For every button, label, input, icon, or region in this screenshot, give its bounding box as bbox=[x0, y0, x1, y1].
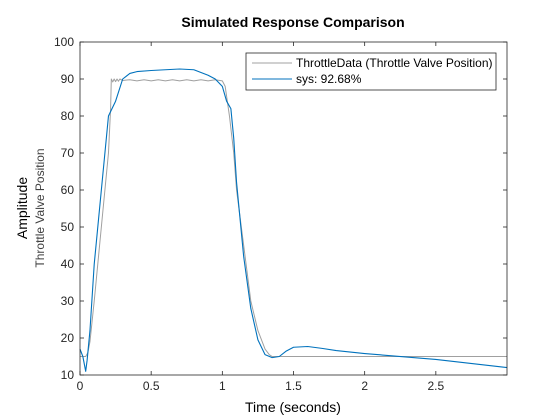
x-tick-label: 0.5 bbox=[143, 379, 160, 393]
legend: ThrottleData (Throttle Valve Position) s… bbox=[245, 52, 497, 91]
y-axis-sublabel: Throttle Valve Position bbox=[33, 148, 47, 267]
series-line-throttledata bbox=[80, 78, 507, 357]
x-tick-label: 2.5 bbox=[427, 379, 444, 393]
legend-label-throttledata: ThrottleData (Throttle Valve Position) bbox=[296, 56, 493, 70]
plot-area bbox=[80, 42, 507, 375]
y-axis-label: Amplitude bbox=[14, 177, 30, 239]
series-layer bbox=[79, 68, 508, 372]
y-tick-label: 90 bbox=[61, 72, 75, 86]
chart-title: Simulated Response Comparison bbox=[181, 14, 404, 30]
y-tick-label: 80 bbox=[61, 109, 75, 123]
y-tick-label: 70 bbox=[61, 146, 75, 160]
legend-box bbox=[245, 52, 497, 91]
y-tick-label: 20 bbox=[61, 331, 75, 345]
y-tick-label: 50 bbox=[61, 220, 75, 234]
x-tick-label: 2 bbox=[361, 379, 368, 393]
x-axis-label: Time (seconds) bbox=[245, 399, 341, 415]
y-tick-label: 100 bbox=[54, 35, 74, 49]
y-tick-label: 60 bbox=[61, 183, 75, 197]
series-line-sys bbox=[79, 68, 508, 372]
y-tick-label: 30 bbox=[61, 294, 75, 308]
y-tick-label: 40 bbox=[61, 257, 75, 271]
axes-layer: 0 0.5 1 1.5 2 2.5 10 20 30 40 50 60 70 80 90 100 bbox=[54, 35, 508, 393]
x-tick-label: 0 bbox=[77, 379, 84, 393]
legend-label-sys: sys: 92.68% bbox=[296, 72, 362, 86]
x-tick-label: 1.5 bbox=[285, 379, 302, 393]
y-tick-label: 10 bbox=[61, 368, 75, 382]
x-tick-label: 1 bbox=[219, 379, 226, 393]
